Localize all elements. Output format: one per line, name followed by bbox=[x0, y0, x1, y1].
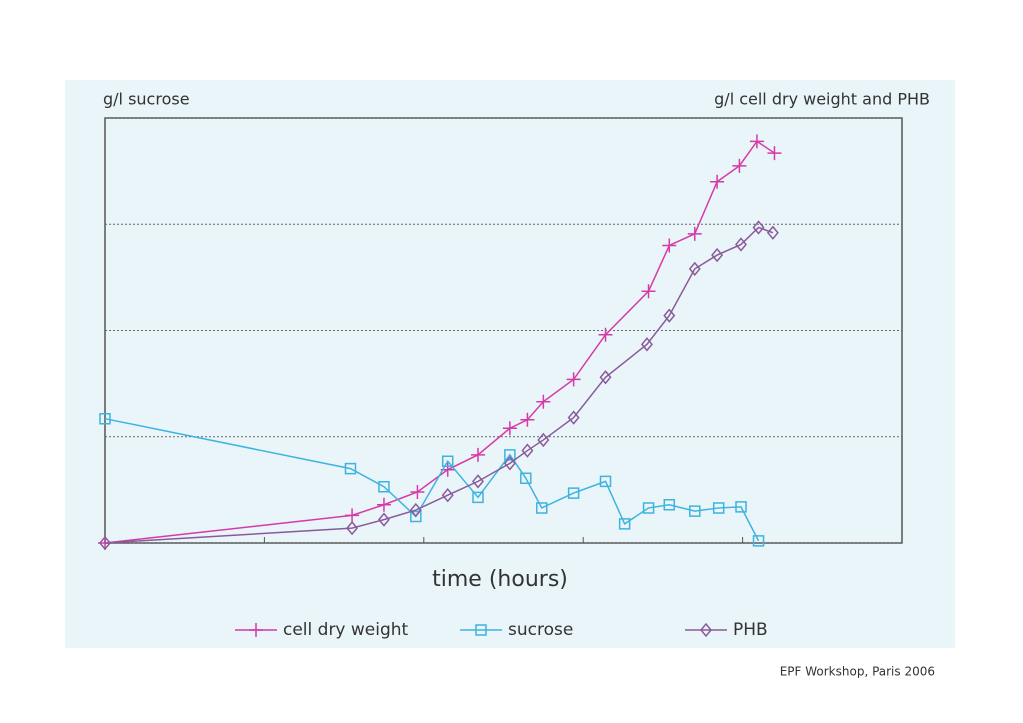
data-point bbox=[687, 226, 702, 241]
data-point bbox=[345, 508, 360, 523]
data-point bbox=[567, 487, 580, 499]
data-point bbox=[618, 518, 631, 530]
data-point bbox=[642, 502, 655, 514]
data-point bbox=[641, 284, 656, 299]
legend-label: PHB bbox=[733, 620, 768, 640]
chart-background bbox=[65, 80, 955, 648]
data-point bbox=[410, 510, 422, 523]
data-point bbox=[346, 520, 359, 536]
data-point bbox=[767, 146, 782, 161]
data-point bbox=[536, 502, 548, 514]
data-point bbox=[410, 485, 425, 499]
data-point bbox=[470, 447, 485, 462]
data-point bbox=[441, 455, 454, 467]
data-point bbox=[344, 462, 357, 475]
footer: EPF Workshop, Paris 2006 bbox=[780, 665, 935, 679]
data-point bbox=[566, 372, 581, 387]
data-point bbox=[377, 512, 390, 527]
data-point bbox=[662, 238, 677, 253]
data-point bbox=[663, 499, 676, 511]
data-point bbox=[567, 410, 580, 425]
data-point bbox=[735, 501, 747, 513]
data-point bbox=[752, 535, 765, 547]
legend-label: sucrose bbox=[508, 620, 573, 640]
data-point bbox=[663, 308, 676, 323]
data-point bbox=[689, 505, 701, 517]
data-point bbox=[735, 237, 747, 252]
data-point bbox=[521, 443, 534, 458]
data-point bbox=[536, 394, 551, 409]
legend-marker bbox=[475, 624, 487, 636]
data-point bbox=[520, 472, 532, 484]
data-point bbox=[766, 225, 779, 240]
data-point bbox=[598, 327, 613, 342]
x-axis-label: time (hours) bbox=[432, 567, 568, 592]
data-point bbox=[752, 220, 765, 235]
legend-marker bbox=[700, 622, 712, 638]
y-axis-label-left: g/l sucrose bbox=[103, 90, 190, 109]
data-point bbox=[640, 337, 653, 352]
data-point bbox=[749, 134, 764, 149]
data-point bbox=[710, 174, 725, 189]
data-point bbox=[503, 456, 516, 471]
legend-marker bbox=[249, 623, 263, 637]
data-point bbox=[732, 158, 747, 173]
y-axis-label-right: g/l cell dry weight and PHB bbox=[714, 90, 930, 109]
data-point bbox=[599, 475, 612, 488]
data-point bbox=[441, 488, 454, 503]
data-point bbox=[376, 497, 391, 512]
data-point bbox=[99, 535, 111, 551]
data-point bbox=[378, 480, 390, 493]
data-point bbox=[537, 432, 550, 448]
data-point bbox=[712, 502, 725, 514]
data-point bbox=[711, 247, 724, 263]
data-point bbox=[599, 370, 612, 385]
data-point bbox=[688, 261, 701, 277]
data-point bbox=[472, 491, 484, 504]
series-line bbox=[104, 140, 775, 544]
data-point bbox=[520, 412, 535, 427]
data-point bbox=[409, 502, 422, 518]
legend-label: cell dry weight bbox=[283, 620, 409, 640]
data-point bbox=[99, 412, 111, 425]
data-point bbox=[472, 474, 484, 489]
data-point bbox=[502, 421, 517, 436]
